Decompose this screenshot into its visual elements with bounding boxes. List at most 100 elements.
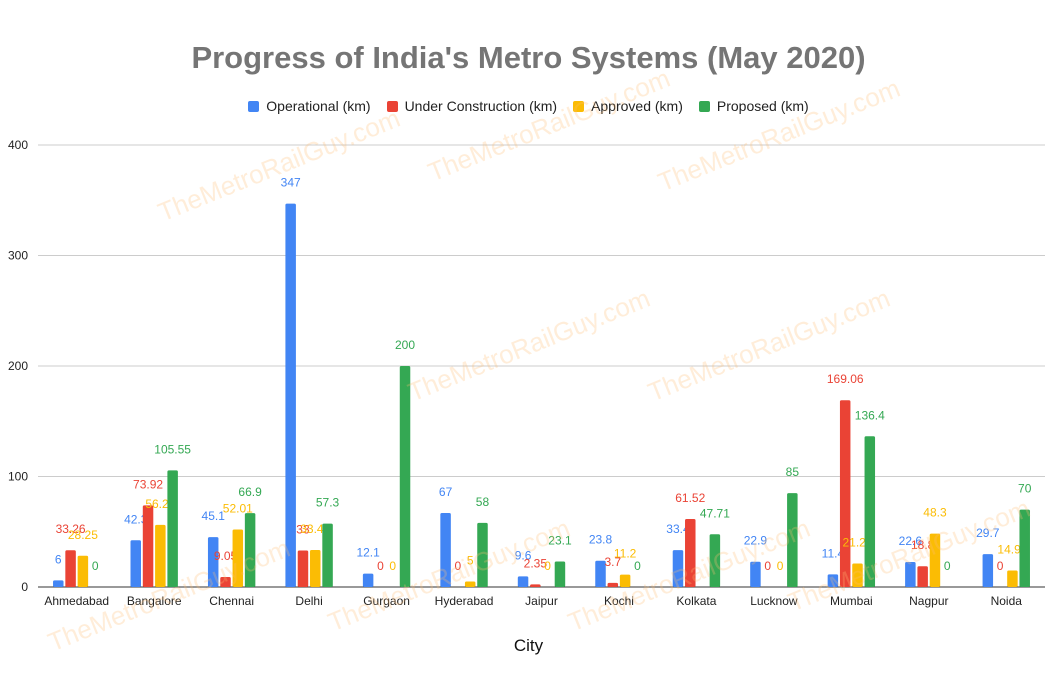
data-label: 67 xyxy=(439,485,453,499)
data-label: 47.71 xyxy=(700,506,730,520)
data-label: 23.8 xyxy=(589,533,613,547)
data-label: 6 xyxy=(55,552,62,566)
x-tick-label: Kolkata xyxy=(676,594,716,608)
data-label: 0 xyxy=(777,559,784,573)
bar xyxy=(750,561,761,587)
data-label: 5 xyxy=(467,553,474,567)
bar xyxy=(672,550,684,587)
bar xyxy=(285,203,296,587)
bar xyxy=(982,554,994,587)
data-label: 48.3 xyxy=(923,506,947,520)
bar xyxy=(685,519,696,587)
bar xyxy=(929,533,941,587)
bar xyxy=(607,582,619,587)
bar xyxy=(827,574,839,587)
legend: Operational (km) Under Construction (km) A… xyxy=(0,98,1057,114)
bar xyxy=(852,563,863,587)
bar xyxy=(244,513,256,587)
data-label: 52.01 xyxy=(223,502,253,516)
legend-swatch xyxy=(248,101,260,112)
bar xyxy=(709,534,721,587)
bar xyxy=(517,576,529,587)
bar xyxy=(77,555,89,587)
data-label: 45.1 xyxy=(202,509,226,523)
y-tick-label: 100 xyxy=(8,470,28,484)
data-label: 73.92 xyxy=(133,477,163,491)
data-label: 33.26 xyxy=(56,522,86,536)
data-label: 22.9 xyxy=(744,534,768,548)
x-tick-label: Bangalore xyxy=(127,594,182,608)
legend-item: Approved (km) xyxy=(573,98,683,114)
data-label: 22.6 xyxy=(899,534,923,548)
bar xyxy=(905,562,916,587)
legend-swatch xyxy=(386,101,398,112)
bar xyxy=(477,522,488,587)
x-tick-label: Gurgaon xyxy=(363,594,410,608)
data-label: 169.06 xyxy=(827,372,864,386)
x-tick-label: Kochi xyxy=(604,594,634,608)
data-label: 105.55 xyxy=(154,442,191,456)
data-label: 85 xyxy=(786,465,800,479)
data-label: 66.9 xyxy=(238,485,262,499)
x-tick-label: Chennai xyxy=(209,594,254,608)
bar xyxy=(362,573,374,587)
data-label: 0 xyxy=(92,559,99,573)
data-label: 3.7 xyxy=(604,555,621,569)
bar xyxy=(619,574,631,587)
bar xyxy=(220,576,231,587)
data-label: 9.6 xyxy=(515,548,532,562)
bar xyxy=(839,400,851,587)
legend-swatch xyxy=(698,101,710,112)
legend-label: Under Construction (km) xyxy=(404,98,558,114)
bar xyxy=(322,523,333,587)
data-label: 0 xyxy=(389,559,396,573)
legend-label: Proposed (km) xyxy=(716,98,809,114)
data-label: 0 xyxy=(764,559,771,573)
data-label: 23.1 xyxy=(548,533,572,547)
data-label: 33.4 xyxy=(666,522,690,536)
bar xyxy=(595,560,606,587)
bar xyxy=(155,524,166,587)
legend-item: Proposed (km) xyxy=(698,98,809,114)
data-label: 2.35 xyxy=(524,556,548,570)
legend-label: Approved (km) xyxy=(591,98,683,114)
bar xyxy=(53,580,64,587)
bar xyxy=(1019,509,1030,587)
bar xyxy=(787,493,798,587)
bar xyxy=(399,366,411,587)
x-tick-label: Hyderabad xyxy=(435,594,494,608)
data-label: 29.7 xyxy=(976,526,1000,540)
y-tick-label: 400 xyxy=(8,138,28,152)
data-label: 0 xyxy=(634,559,641,573)
data-label: 0 xyxy=(944,559,951,573)
bar xyxy=(464,581,476,587)
bar xyxy=(864,436,876,587)
data-label: 61.52 xyxy=(675,491,705,505)
data-label: 0 xyxy=(455,559,462,573)
legend-item: Operational (km) xyxy=(248,98,371,114)
y-tick-label: 300 xyxy=(8,249,28,263)
data-label: 57.3 xyxy=(316,496,340,510)
bar xyxy=(530,584,541,587)
data-label: 12.1 xyxy=(356,546,380,560)
x-tick-label: Nagpur xyxy=(909,594,948,608)
data-label: 33 xyxy=(296,523,310,537)
data-label: 28.25 xyxy=(68,528,98,542)
bar xyxy=(207,537,219,587)
x-axis-title: City xyxy=(513,636,544,655)
x-tick-label: Mumbai xyxy=(830,594,873,608)
y-tick-label: 200 xyxy=(8,359,28,373)
bar xyxy=(130,540,141,587)
data-label: 0 xyxy=(377,559,384,573)
data-label: 200 xyxy=(395,338,415,352)
legend-item: Under Construction (km) xyxy=(386,98,558,114)
data-label: 11.4 xyxy=(822,546,845,560)
bar xyxy=(1007,570,1018,587)
legend-label: Operational (km) xyxy=(266,98,371,114)
data-label: 347 xyxy=(281,176,301,190)
data-label: 42.3 xyxy=(124,512,148,526)
bar xyxy=(232,529,244,587)
data-label: 9.05 xyxy=(214,549,238,563)
x-tick-label: Lucknow xyxy=(750,594,798,608)
